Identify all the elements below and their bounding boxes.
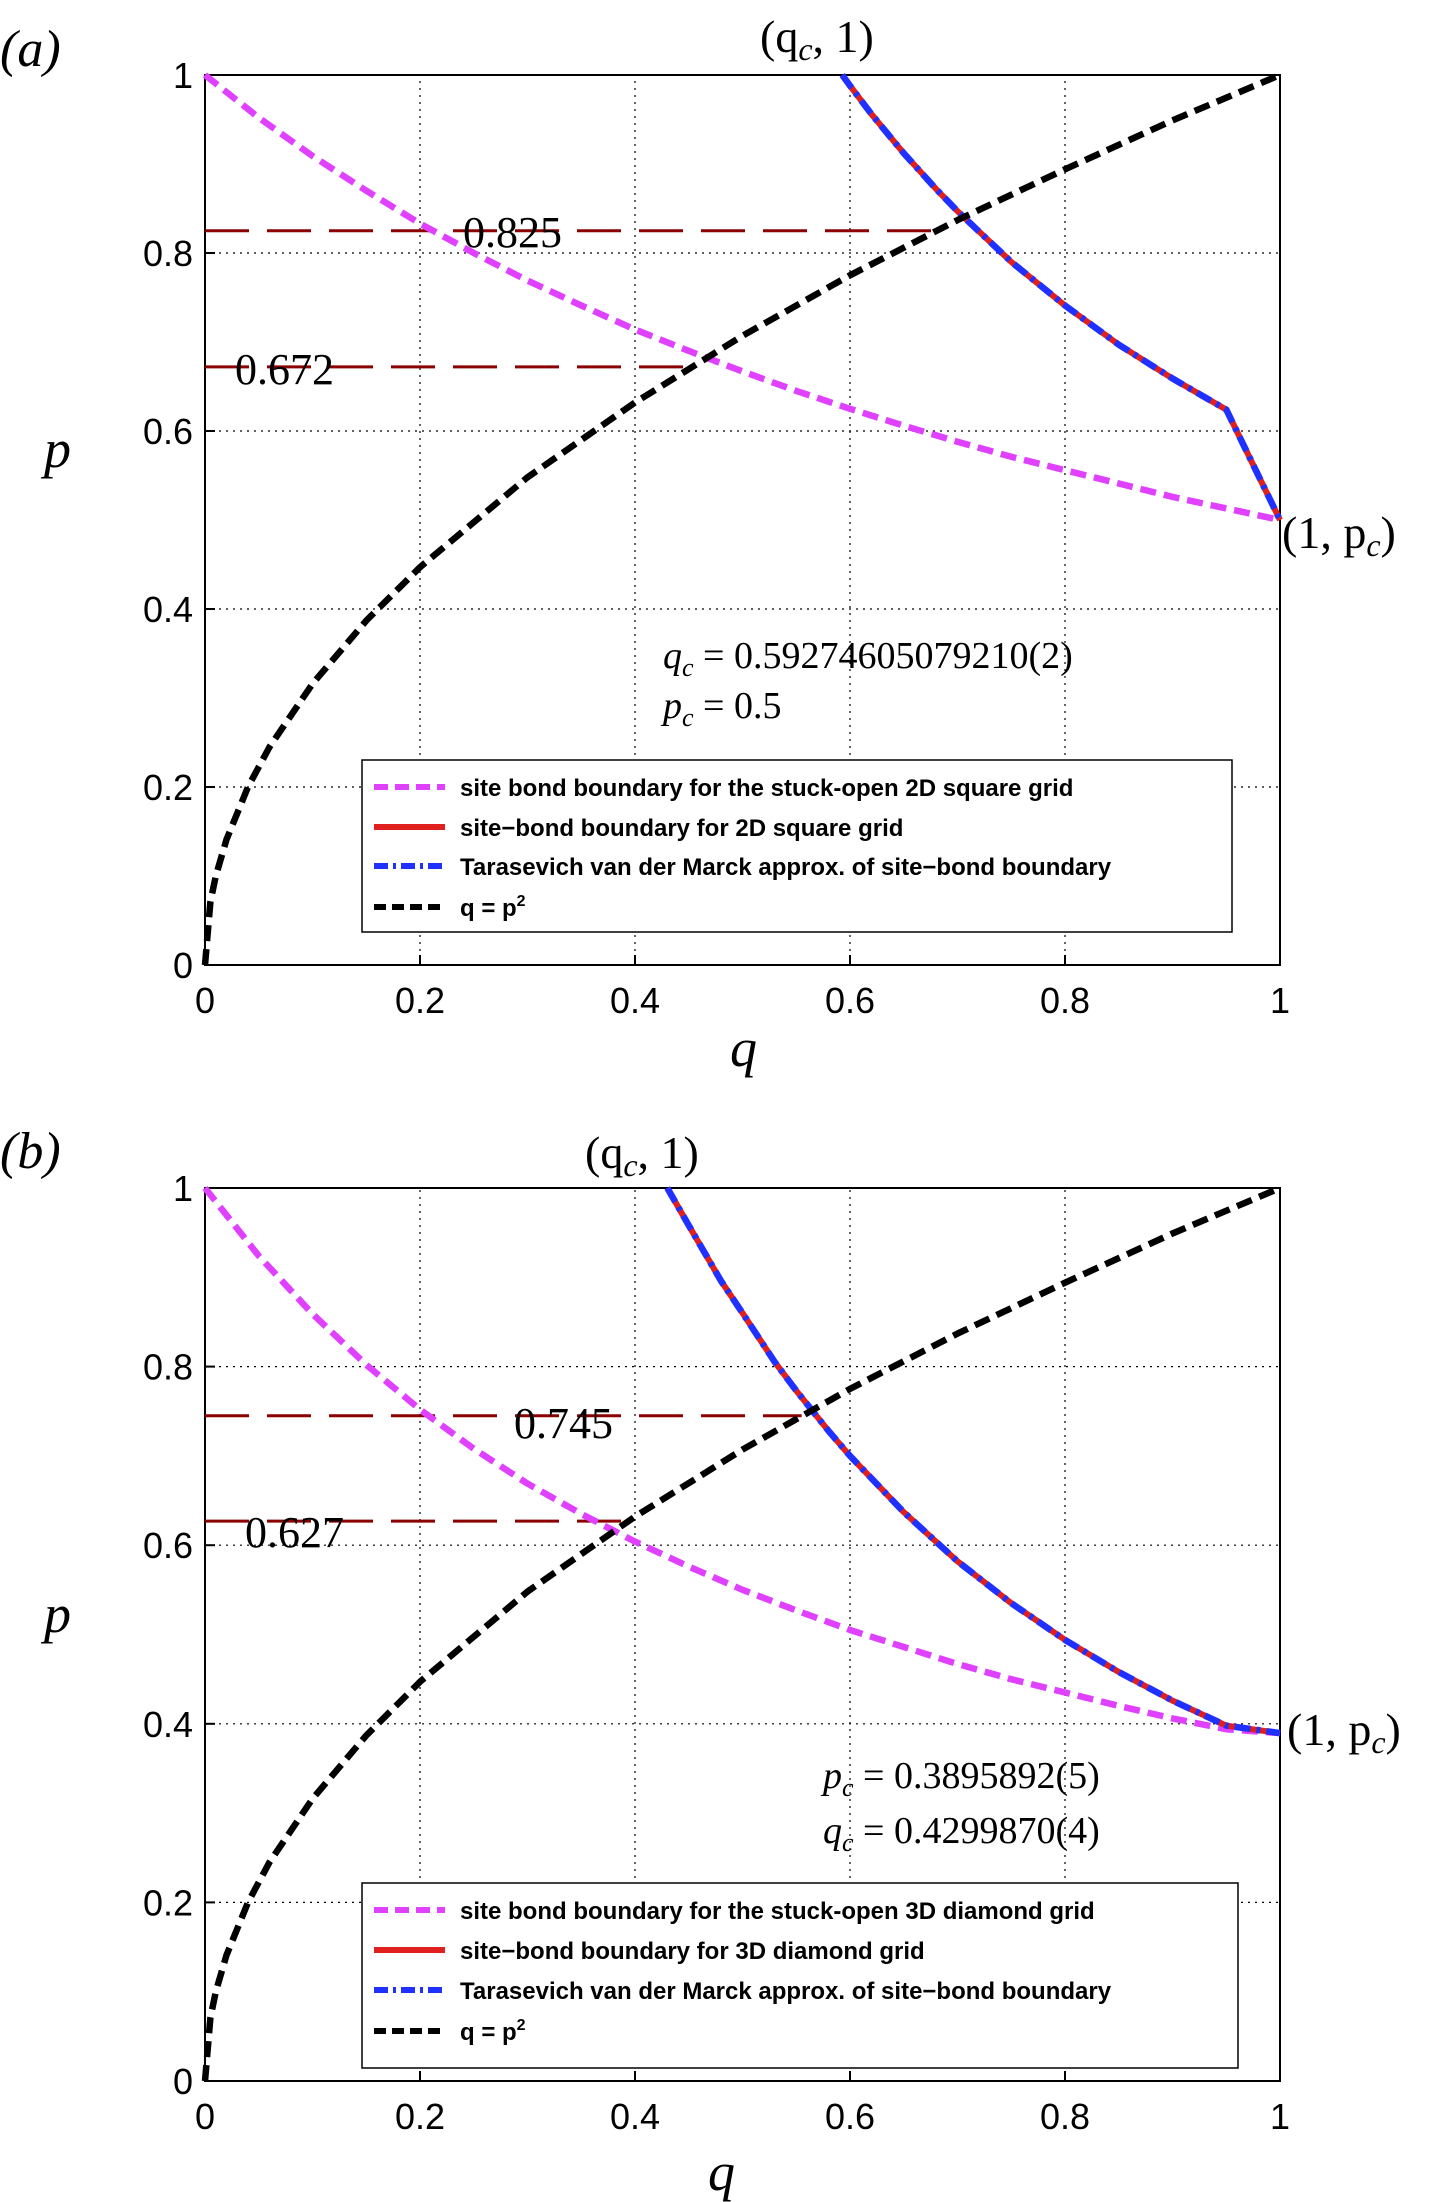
y-tick-label: 0.2: [143, 767, 193, 808]
series-line-2: [839, 73, 1283, 522]
hline-label-1: 0.672: [235, 345, 334, 394]
stat-line-1: qc = 0.59274605079210(2): [663, 635, 1073, 682]
series-line-3: [201, 1185, 1282, 2082]
y-axis-title: p: [40, 1584, 71, 1644]
series-line-3: [201, 72, 1282, 966]
y-tick-label: 1: [173, 55, 193, 96]
series-line-2: [664, 1186, 1281, 1737]
legend-entry-1: site−bond boundary for 3D diamond grid: [460, 1938, 925, 1965]
legend: site bond boundary for the stuck-open 3D…: [361, 1882, 1239, 2069]
y-tick-label: 0.2: [143, 1882, 193, 1923]
y-tick-label: 0.8: [143, 233, 193, 274]
legend-entry-3: q = p2: [460, 893, 526, 922]
x-tick-label: 0.4: [610, 2096, 660, 2137]
hline-label-1: 0.627: [245, 1508, 344, 1557]
top-point-label: (qc, 1): [760, 11, 874, 67]
x-tick-label: 0: [195, 2096, 215, 2137]
y-tick-label: 1: [173, 1168, 193, 1209]
x-tick-label: 0: [195, 980, 215, 1021]
data-series: [201, 1185, 1282, 2082]
hline-label-0: 0.745: [514, 1399, 613, 1448]
stat-line-1: pc = 0.3895892(5): [820, 1755, 1100, 1802]
chart-panel-a: (a) 0 0.2 0.4 0.6 0.8 1 0 0.2 0.4 0.6 0.8 1 0.825 0…: [0, 11, 1396, 1078]
legend-entry-0: site bond boundary for the stuck-open 2D…: [460, 775, 1073, 802]
legend-entry-0: site bond boundary for the stuck-open 3D…: [460, 1898, 1095, 1925]
x-tick-label: 0.2: [395, 2096, 445, 2137]
y-axis-title: p: [40, 419, 71, 479]
ticks: 0 0.2 0.4 0.6 0.8 1 0 0.2 0.4 0.6 0.8 1: [143, 1168, 1290, 2137]
series-line-0: [202, 72, 1281, 524]
x-tick-label: 0.8: [1040, 980, 1090, 1021]
stat-line-2: pc = 0.5: [660, 685, 781, 732]
ticks: 0 0.2 0.4 0.6 0.8 1 0 0.2 0.4 0.6 0.8 1: [143, 55, 1290, 1021]
legend-box: [361, 759, 1233, 933]
y-tick-label: 0: [173, 2061, 193, 2102]
y-tick-label: 0.6: [143, 411, 193, 452]
legend-entry-3: q = p2: [460, 2017, 526, 2046]
y-tick-label: 0.4: [143, 1704, 193, 1745]
stat-line-2: qc = 0.4299870(4): [823, 1810, 1100, 1857]
legend-entry-1: site−bond boundary for 2D square grid: [460, 815, 903, 842]
y-tick-label: 0: [173, 945, 193, 986]
right-point-label: (1, pc): [1282, 507, 1396, 563]
reference-lines: [205, 1414, 802, 1523]
legend: site bond boundary for the stuck-open 2D…: [361, 759, 1233, 933]
right-point-label: (1, pc): [1287, 1704, 1401, 1760]
x-tick-label: 1: [1270, 980, 1290, 1021]
y-tick-label: 0.6: [143, 1525, 193, 1566]
panel-label: (a): [0, 21, 61, 78]
hline-label-0: 0.825: [463, 208, 562, 257]
x-tick-label: 0.6: [825, 2096, 875, 2137]
x-axis-title: q: [730, 1018, 757, 1078]
chart-panel-b: (b) 0 0.2 0.4 0.6 0.8 1 0 0.2 0.4 0.6 0.8 1 0.745 0…: [0, 1123, 1401, 2202]
reference-lines: [205, 229, 936, 369]
x-tick-label: 1: [1270, 2096, 1290, 2137]
legend-entry-2: Tarasevich van der Marck approx. of site…: [460, 1978, 1112, 2005]
x-tick-label: 0.2: [395, 980, 445, 1021]
legend-entry-2: Tarasevich van der Marck approx. of site…: [460, 854, 1112, 881]
y-tick-label: 0.8: [143, 1347, 193, 1388]
panel-label: (b): [0, 1123, 61, 1180]
y-tick-label: 0.4: [143, 589, 193, 630]
x-tick-label: 0.8: [1040, 2096, 1090, 2137]
top-point-label: (qc, 1): [585, 1127, 699, 1183]
x-tick-label: 0.4: [610, 980, 660, 1021]
legend-box: [361, 1882, 1239, 2069]
series-line-0: [202, 1185, 1281, 1737]
data-series: [201, 72, 1283, 966]
x-axis-title: q: [708, 2142, 735, 2202]
x-tick-label: 0.6: [825, 980, 875, 1021]
